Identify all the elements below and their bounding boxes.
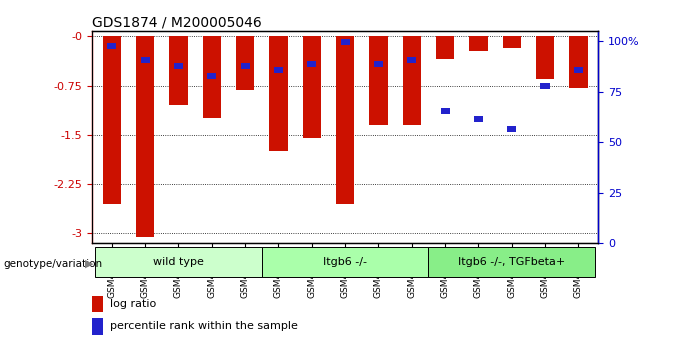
Bar (107, 43, 116, 49)
Bar (262, 247, 428, 277)
Text: Itgb6 -/-, TGFbeta+: Itgb6 -/-, TGFbeta+ (458, 257, 565, 267)
Bar (141, 57, 150, 63)
Bar (574, 67, 583, 73)
Text: log ratio: log ratio (110, 299, 156, 309)
Text: wild type: wild type (153, 257, 204, 267)
Text: Itgb6 -/-: Itgb6 -/- (323, 257, 367, 267)
Bar (536, 36, 554, 79)
Bar (507, 126, 516, 132)
Bar (303, 36, 321, 138)
Bar (207, 73, 216, 79)
Bar (341, 39, 350, 45)
Bar (307, 61, 316, 67)
Bar (103, 36, 121, 204)
Bar (374, 61, 383, 67)
Bar (441, 108, 449, 114)
Bar (95, 247, 262, 277)
Bar (274, 67, 283, 73)
Bar (474, 116, 483, 122)
Text: genotype/variation: genotype/variation (3, 259, 103, 269)
Bar (241, 63, 250, 69)
Bar (174, 63, 183, 69)
Bar (436, 36, 454, 59)
Bar (169, 36, 188, 105)
Text: percentile rank within the sample: percentile rank within the sample (110, 322, 298, 332)
Bar (403, 36, 421, 125)
Bar (92, 296, 103, 312)
Bar (469, 36, 488, 51)
Bar (336, 36, 354, 204)
Bar (92, 318, 103, 335)
Bar (136, 36, 154, 237)
Bar (203, 36, 221, 118)
Text: GDS1874 / M200005046: GDS1874 / M200005046 (92, 16, 262, 30)
Bar (407, 57, 416, 63)
Bar (541, 82, 549, 89)
Bar (569, 36, 588, 88)
Bar (269, 36, 288, 151)
Text: ▶: ▶ (85, 259, 94, 269)
Bar (369, 36, 388, 125)
Bar (236, 36, 254, 90)
Bar (503, 36, 521, 48)
Bar (428, 247, 595, 277)
